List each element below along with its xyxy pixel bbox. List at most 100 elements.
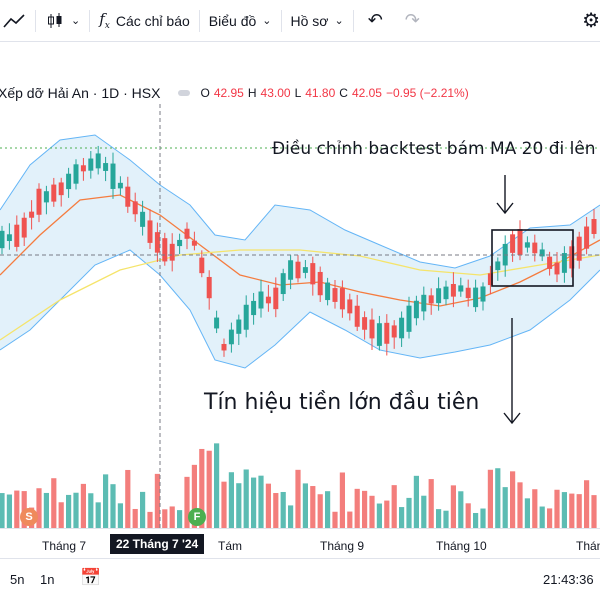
- candle-body: [444, 287, 449, 300]
- candle-body: [451, 284, 456, 297]
- calendar-icon[interactable]: 📅: [80, 568, 101, 588]
- volume-bar: [421, 496, 426, 528]
- volume-bar: [110, 484, 115, 528]
- candle-body: [562, 253, 567, 273]
- volume-bar: [569, 494, 574, 528]
- candle-body: [103, 163, 108, 171]
- candle-body: [458, 285, 463, 291]
- volume-bar: [288, 505, 293, 528]
- volume-bar: [554, 490, 559, 528]
- volume-bar: [103, 474, 108, 528]
- volume-bar: [340, 472, 345, 528]
- volume-bar: [51, 478, 56, 528]
- candle-body: [466, 288, 471, 298]
- volume-bar: [244, 469, 249, 528]
- volume-bar: [177, 510, 182, 528]
- volume-bar: [318, 494, 323, 528]
- volume-bar: [118, 503, 123, 528]
- candle-body: [518, 229, 523, 255]
- candle-body: [59, 182, 64, 195]
- volume-bar: [362, 491, 367, 528]
- volume-bar: [480, 509, 485, 528]
- candle-body: [532, 243, 537, 254]
- volume-bar: [229, 472, 234, 528]
- candle-body: [510, 234, 515, 253]
- volume-bar: [170, 506, 175, 528]
- candle-body: [288, 260, 293, 279]
- volume-bar: [347, 512, 352, 528]
- volume-bar: [325, 491, 330, 528]
- range-1d-button[interactable]: 1n: [40, 572, 54, 587]
- candle-body: [421, 295, 426, 312]
- volume-bar: [384, 501, 389, 528]
- candle-body: [0, 231, 5, 248]
- volume-bar: [44, 493, 49, 528]
- volume-bar: [495, 468, 500, 528]
- price-chart[interactable]: [0, 0, 600, 528]
- volume-bar: [251, 478, 256, 528]
- marker-s[interactable]: S: [20, 508, 38, 526]
- candle-body: [29, 212, 34, 218]
- volume-bar: [66, 495, 71, 528]
- candle-body: [185, 229, 190, 239]
- range-5d-button[interactable]: 5n: [10, 572, 24, 587]
- candle-body: [81, 165, 86, 171]
- candle-body: [584, 227, 589, 249]
- time-axis[interactable]: Tháng 7 22 Tháng 7 '24 Tám Tháng 9 Tháng…: [0, 528, 600, 559]
- annotation-big-money: Tín hiệu tiền lớn đầu tiên: [204, 390, 479, 415]
- candle-body: [347, 299, 352, 313]
- clock-readout: 21:43:36: [543, 572, 594, 587]
- time-cursor-label: 22 Tháng 7 '24: [110, 534, 204, 554]
- volume-bar: [332, 512, 337, 528]
- time-tick: Tháng 7: [42, 539, 86, 553]
- candle-body: [133, 201, 138, 214]
- volume-bar: [591, 495, 596, 528]
- candle-body: [236, 320, 241, 334]
- candle-body: [547, 257, 552, 269]
- marker-f[interactable]: F: [188, 508, 206, 526]
- volume-bar: [540, 507, 545, 528]
- candle-body: [88, 159, 93, 171]
- candle-body: [414, 301, 419, 318]
- volume-bar: [155, 474, 160, 528]
- volume-bar: [355, 489, 360, 528]
- volume-bar: [532, 489, 537, 528]
- candle-body: [555, 263, 560, 275]
- candle-body: [111, 164, 116, 189]
- candle-body: [148, 220, 153, 242]
- candle-body: [525, 242, 530, 247]
- candle-body: [362, 317, 367, 330]
- candle-body: [66, 174, 71, 189]
- volume-bar: [258, 476, 263, 528]
- candle-body: [207, 277, 212, 298]
- candle-body: [392, 325, 397, 337]
- volume-bar: [377, 504, 382, 528]
- candle-body: [37, 189, 42, 215]
- candle-body: [199, 258, 204, 274]
- volume-bar: [295, 470, 300, 528]
- candle-body: [429, 295, 434, 303]
- candle-body: [318, 272, 323, 295]
- volume-bar: [14, 491, 19, 528]
- candle-body: [310, 263, 315, 284]
- candle-body: [333, 288, 338, 302]
- volume-bar: [473, 513, 478, 528]
- candle-body: [14, 225, 19, 247]
- volume-bar: [73, 493, 78, 528]
- volume-bar: [59, 502, 64, 528]
- volume-bar: [414, 476, 419, 528]
- volume-bar: [125, 470, 130, 528]
- candle-body: [281, 273, 286, 294]
- volume-bar: [7, 495, 12, 528]
- candle-body: [140, 212, 145, 227]
- candle-body: [399, 318, 404, 339]
- volume-bar: [147, 512, 152, 528]
- candle-body: [340, 288, 345, 309]
- volume-bar: [310, 486, 315, 528]
- volume-bar: [207, 451, 212, 528]
- annotation-backtest: Điều chỉnh backtest bám MA 20 đi lên: [272, 139, 596, 159]
- candle-body: [244, 305, 249, 330]
- volume-bar: [236, 483, 241, 528]
- volume-bar: [214, 443, 219, 528]
- time-tick: Tháng 9: [320, 539, 364, 553]
